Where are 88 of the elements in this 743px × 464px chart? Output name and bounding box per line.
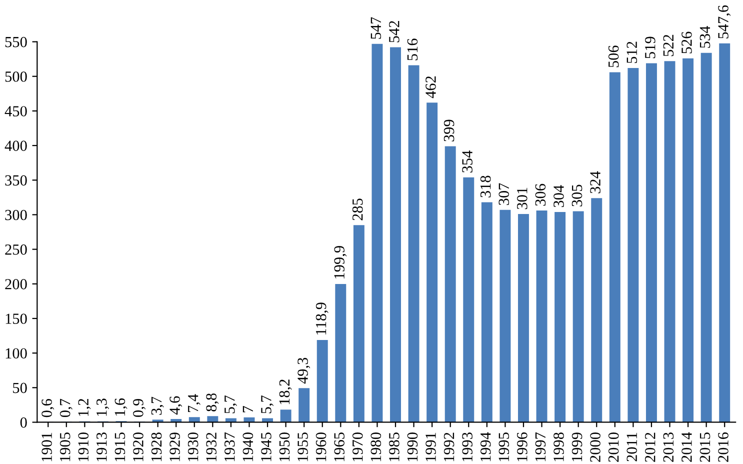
y-tick-label: 500 xyxy=(5,71,27,82)
x-tick-label: 1955 xyxy=(298,432,308,462)
data-label: 462 xyxy=(426,76,436,98)
y-tick-label: 400 xyxy=(4,140,27,151)
data-label: 354 xyxy=(462,150,472,172)
data-label: 526 xyxy=(682,32,692,54)
data-label: 1,6 xyxy=(114,398,128,416)
data-label: 4,6 xyxy=(170,396,182,415)
y-tick-label: 250 xyxy=(5,244,27,255)
x-tick-label: 1965 xyxy=(334,432,344,462)
x-tick-label: 2013 xyxy=(663,432,674,462)
x-tick-label: 1993 xyxy=(462,432,472,462)
x-tick-label: 1995 xyxy=(498,432,510,462)
data-label: 305 xyxy=(572,184,582,206)
y-tick-label: 100 xyxy=(6,348,27,359)
x-tick-label: 2012 xyxy=(644,432,656,462)
data-label: 519 xyxy=(645,36,656,58)
x-tick-label: 1932 xyxy=(206,432,216,462)
x-tick-label: 1920 xyxy=(133,432,144,462)
x-tick-label: 2010 xyxy=(608,432,619,462)
x-tick-label: 1915 xyxy=(114,432,126,462)
x-tick-label: 1940 xyxy=(242,432,254,462)
x-tick-label: 1930 xyxy=(188,432,198,462)
data-label: 285 xyxy=(352,198,363,220)
data-label: 0,7 xyxy=(60,398,72,418)
x-tick-label: 1960 xyxy=(316,432,326,462)
data-label: 8,8 xyxy=(206,393,219,412)
data-label: 18,2 xyxy=(279,380,292,404)
x-tick-label: 1992 xyxy=(444,432,454,462)
data-label: 542 xyxy=(389,21,400,42)
x-tick-label: 2016 xyxy=(718,432,728,462)
data-label: 199,9 xyxy=(334,246,347,278)
data-label: 118,9 xyxy=(316,302,328,334)
x-tick-label: 1937 xyxy=(224,432,235,462)
data-label: 512 xyxy=(626,42,638,63)
x-tick-label: 1905 xyxy=(60,432,70,462)
y-tick-label: 550 xyxy=(5,36,27,48)
data-label: 0,9 xyxy=(133,398,146,417)
x-tick-label: 1929 xyxy=(170,432,180,462)
data-label: 1,2 xyxy=(78,398,91,416)
data-label: 1,3 xyxy=(96,398,109,416)
data-label: 318 xyxy=(480,176,491,198)
data-label: 3,7 xyxy=(151,396,164,415)
x-tick-label: 1980 xyxy=(370,432,382,462)
x-tick-label: 2000 xyxy=(590,432,600,462)
data-label: 324 xyxy=(590,171,600,194)
data-label: 399 xyxy=(444,120,454,142)
data-label: 7 xyxy=(242,406,253,412)
x-tick-label: 1910 xyxy=(78,432,89,462)
data-label: 534 xyxy=(700,26,710,48)
x-tick-label: 1998 xyxy=(554,432,564,462)
x-tick-label: 1901 xyxy=(42,432,52,462)
y-tick-label: 150 xyxy=(6,314,27,324)
data-label: 7,4 xyxy=(188,394,200,412)
y-tick-label: 350 xyxy=(5,175,27,186)
x-tick-label: 1994 xyxy=(480,432,491,462)
x-tick-label: 1945 xyxy=(261,432,272,462)
x-tick-label: 1970 xyxy=(352,432,363,462)
data-label: 522 xyxy=(663,34,674,56)
data-label: 5,7 xyxy=(224,395,237,414)
y-tick-label: 50 xyxy=(13,382,27,394)
x-tick-label: 1999 xyxy=(572,432,582,462)
data-label: 506 xyxy=(608,46,619,68)
data-label: 0,6 xyxy=(42,399,54,418)
data-label: 516 xyxy=(407,38,418,60)
data-label: 301 xyxy=(517,188,528,210)
x-tick-label: 1950 xyxy=(279,432,290,462)
x-tick-label: 2015 xyxy=(700,432,710,462)
x-tick-label: 1996 xyxy=(517,432,528,462)
x-tick-label: 1990 xyxy=(407,432,418,462)
x-tick-label: 1997 xyxy=(535,432,546,462)
data-label: 304 xyxy=(554,185,564,208)
y-tick-label: 450 xyxy=(4,106,27,116)
data-label: 5,7 xyxy=(261,395,274,414)
data-label: 306 xyxy=(535,184,546,206)
x-tick-label: 1985 xyxy=(389,432,400,462)
x-tick-label: 1913 xyxy=(96,432,107,462)
x-tick-label: 2011 xyxy=(626,432,638,462)
x-tick-label: 1928 xyxy=(151,432,162,462)
data-label: 307 xyxy=(498,183,510,205)
x-tick-label: 2014 xyxy=(682,432,692,462)
data-label: 547 xyxy=(370,17,382,39)
x-tick-label: 1991 xyxy=(426,432,436,462)
y-tick-label: 0 xyxy=(20,417,27,428)
data-label: 547,6 xyxy=(718,5,731,38)
y-tick-label: 200 xyxy=(5,279,27,290)
y-tick-label: 300 xyxy=(5,210,27,220)
data-label: 49,3 xyxy=(298,358,310,384)
